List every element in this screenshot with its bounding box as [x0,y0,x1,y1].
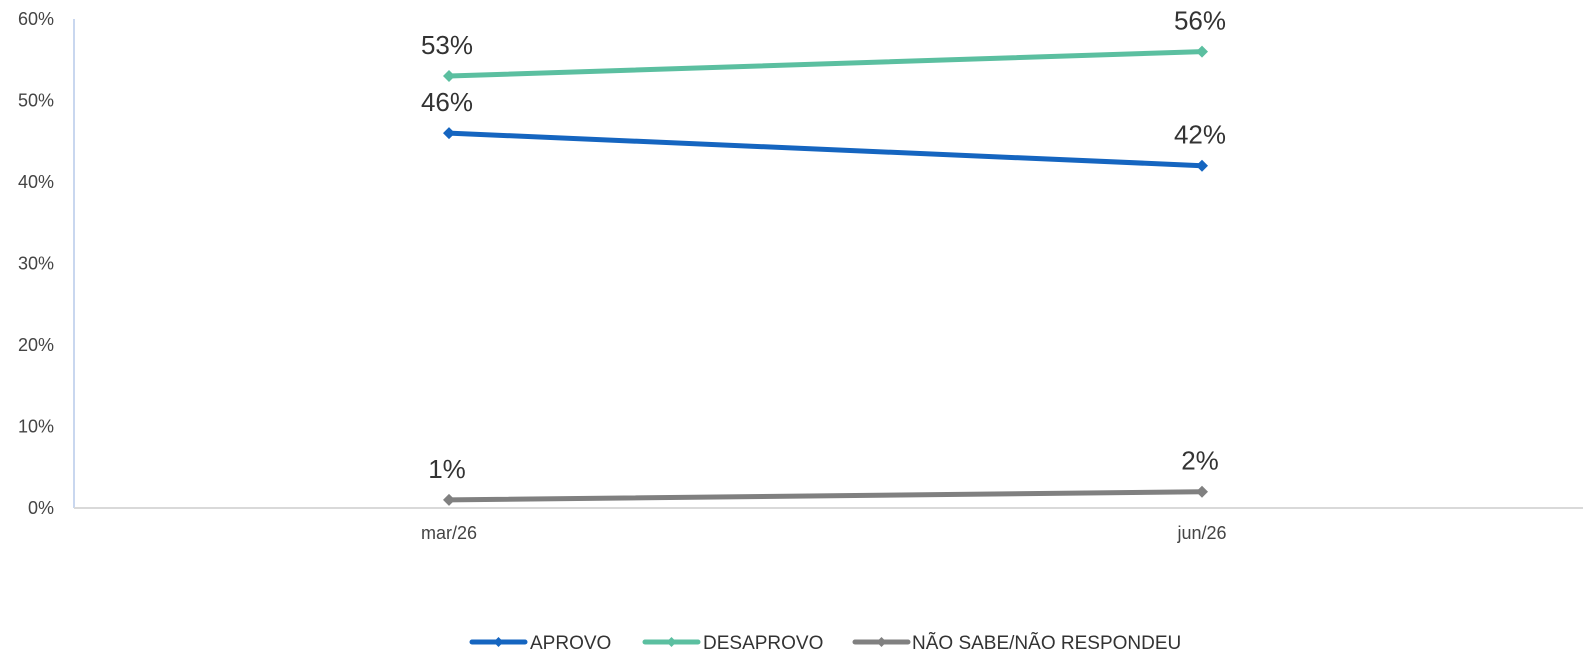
data-label: 46% [421,87,473,117]
legend-item: DESAPROVO [642,633,823,654]
legend: APROVO DESAPROVO NÃO SABE/NÃO RESPONDEU [469,632,1181,654]
data-label: 2% [1181,446,1219,476]
y-axis-ticks: 0% 10% 20% 30% 40% 50% 60% [18,9,54,518]
legend-swatch-marker [493,637,504,647]
series-1: 53% 56% [421,6,1226,83]
series-line [446,489,1205,503]
series-2: 1% 2% [428,446,1219,506]
y-tick-label: 10% [18,417,54,437]
data-point [1196,485,1208,498]
data-point [443,70,455,83]
data-label: 56% [1174,6,1226,36]
series-0: 46% 42% [421,87,1226,172]
legend-label: DESAPROVO [703,633,823,654]
y-tick-label: 60% [18,9,54,29]
data-label: 42% [1174,120,1226,150]
x-tick-label: mar/26 [421,523,477,543]
y-tick-label: 30% [18,254,54,274]
legend-item: NÃO SABE/NÃO RESPONDEU [852,632,1181,654]
data-label: 53% [421,30,473,60]
series-group: 46% 42% 53% 56% 1% 2% [421,6,1226,506]
data-point [1196,159,1208,172]
series-line [446,49,1205,79]
series-line [446,130,1205,169]
y-tick-label: 20% [18,335,54,355]
y-tick-label: 0% [28,498,54,518]
data-point [443,493,455,506]
data-point [1196,45,1208,58]
x-tick-label: jun/26 [1176,523,1226,543]
legend-swatch-marker [666,637,677,647]
legend-label: APROVO [530,633,611,654]
y-tick-label: 50% [18,91,54,111]
legend-label: NÃO SABE/NÃO RESPONDEU [912,632,1181,654]
data-point [443,127,455,140]
data-label: 1% [428,454,466,484]
legend-item: APROVO [469,633,611,654]
x-axis-ticks: mar/26 jun/26 [421,523,1227,543]
legend-swatch-marker [876,637,887,647]
y-tick-label: 40% [18,172,54,192]
